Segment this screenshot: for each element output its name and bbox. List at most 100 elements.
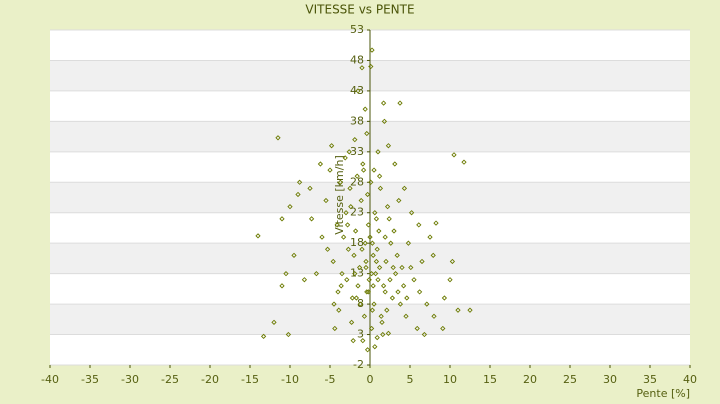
point [339,270,345,277]
point [369,47,375,53]
x-tick-label: -5 [325,373,336,386]
point [381,118,388,125]
point [319,234,325,240]
y-tick-label: 8 [357,297,364,310]
point [287,203,293,210]
point [455,307,461,313]
point [384,203,391,210]
point [374,334,380,341]
point [392,161,398,167]
point [349,295,356,301]
y-tick-label: 18 [350,236,364,249]
x-tick-label: 25 [563,373,577,386]
point [338,283,344,289]
point [421,331,428,338]
y-tick-label: 53 [350,23,364,36]
point [372,270,379,277]
point [279,283,285,289]
point [467,307,473,313]
point [374,246,380,252]
point [389,295,396,301]
point [363,264,369,271]
point [279,216,285,222]
point [382,289,388,295]
point [449,258,456,265]
point [394,252,400,259]
point [392,270,399,277]
point [416,222,422,228]
point [365,222,372,228]
point [348,203,354,210]
point [376,228,382,234]
x-tick-label: 10 [443,373,457,386]
point [334,222,340,228]
point [342,155,348,161]
point [373,258,380,265]
point [368,63,374,70]
point [378,313,384,319]
point [447,277,453,283]
point [411,277,417,283]
point [404,295,410,301]
point [347,185,353,192]
point [400,283,407,289]
point [275,135,281,141]
chart-title: VITESSE vs PENTE [305,3,414,17]
point [367,234,373,240]
point [424,301,430,307]
point [371,301,377,307]
x-tick-label: 15 [483,373,497,386]
point [255,233,261,239]
y-tick-label: 28 [350,175,364,188]
point [359,65,365,71]
point [403,313,409,319]
point [317,161,324,167]
point [399,264,405,271]
point [357,301,364,307]
point [368,179,374,185]
point [427,234,433,240]
point [380,283,387,289]
point [372,210,378,216]
point [391,228,397,234]
point [390,264,396,271]
x-tick-label: -20 [201,373,219,386]
point [377,185,384,192]
point [331,301,337,307]
point [323,197,329,204]
point [375,149,381,155]
point [360,167,367,173]
point [372,344,378,350]
point [327,167,333,173]
point [368,270,375,277]
y-tick-label: 48 [350,53,364,66]
point [271,319,277,326]
point [351,252,357,259]
point [328,143,335,149]
point [414,325,420,332]
point [375,277,381,283]
point [350,337,356,344]
point [397,301,404,307]
point [360,161,366,167]
y-tick-label: 13 [350,267,364,280]
point [295,191,301,198]
point [340,234,347,240]
point [356,264,363,271]
x-tick-label: 40 [683,373,697,386]
point [408,210,415,216]
point [451,152,457,158]
y-tick-label: -2 [353,358,364,371]
x-tick-label: 30 [603,373,617,386]
point [352,136,358,143]
point [368,325,375,332]
point [324,246,331,252]
point [364,289,370,295]
point [395,289,401,295]
point [397,100,403,106]
point [382,234,388,240]
point [359,246,365,252]
x-tick-label: 35 [643,373,657,386]
point [335,289,341,295]
